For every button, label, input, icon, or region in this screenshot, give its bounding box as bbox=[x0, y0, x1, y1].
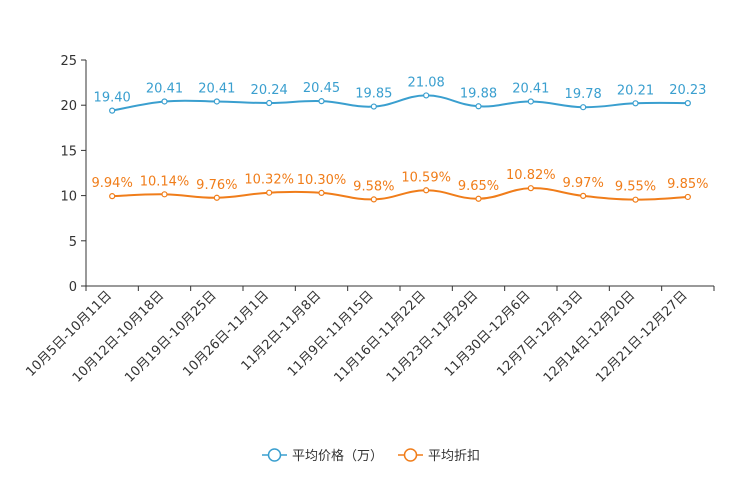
x-tick-label: 10月5日-10月11日 bbox=[23, 288, 115, 380]
data-label: 20.45 bbox=[303, 81, 340, 96]
x-tick-label: 11月16日-11月22日 bbox=[332, 288, 429, 385]
data-point bbox=[527, 185, 534, 192]
legend-label: 平均折扣 bbox=[428, 449, 480, 464]
data-label: 9.97% bbox=[563, 176, 604, 191]
data-point bbox=[527, 98, 534, 105]
data-label: 20.41 bbox=[512, 81, 549, 96]
data-point bbox=[318, 98, 325, 105]
data-label: 20.21 bbox=[617, 83, 654, 98]
data-point bbox=[475, 195, 482, 202]
data-label: 10.32% bbox=[244, 173, 294, 188]
data-label: 10.59% bbox=[401, 170, 451, 185]
legend: 平均价格（万） 平均折扣 bbox=[262, 448, 480, 464]
legend-marker bbox=[267, 448, 282, 462]
y-tick-label: 25 bbox=[60, 54, 77, 69]
data-label: 20.24 bbox=[251, 83, 288, 98]
data-point bbox=[684, 100, 691, 107]
data-label: 9.58% bbox=[353, 179, 394, 194]
y-tick-label: 15 bbox=[60, 144, 77, 159]
y-tick-label: 0 bbox=[69, 280, 77, 295]
x-tick-label: 10月19日-10月25日 bbox=[122, 288, 219, 385]
data-point bbox=[266, 189, 273, 196]
data-label: 9.65% bbox=[458, 179, 499, 194]
data-point bbox=[213, 194, 220, 201]
data-point bbox=[213, 98, 220, 105]
data-point bbox=[580, 104, 587, 111]
data-point bbox=[370, 103, 377, 110]
data-point bbox=[423, 92, 430, 99]
data-label: 20.41 bbox=[198, 81, 235, 96]
data-point bbox=[423, 187, 430, 194]
data-label: 20.41 bbox=[146, 81, 183, 96]
data-point bbox=[109, 107, 116, 114]
data-label: 19.85 bbox=[355, 87, 392, 102]
data-label: 19.78 bbox=[565, 87, 602, 102]
legend-marker bbox=[403, 448, 418, 462]
legend-label: 平均价格（万） bbox=[292, 448, 383, 464]
data-point bbox=[632, 196, 639, 203]
data-label: 19.88 bbox=[460, 86, 497, 101]
series-line bbox=[111, 94, 688, 112]
data-label: 10.82% bbox=[506, 168, 556, 183]
data-label: 19.40 bbox=[94, 91, 131, 106]
x-tick-label: 11月23日-11月29日 bbox=[384, 288, 481, 385]
data-label: 9.94% bbox=[92, 176, 133, 191]
data-point bbox=[318, 189, 325, 196]
data-label: 10.30% bbox=[297, 173, 347, 188]
y-tick-label: 5 bbox=[69, 235, 77, 250]
data-label: 20.23 bbox=[669, 83, 706, 98]
series-line bbox=[112, 187, 688, 201]
data-point bbox=[370, 196, 377, 203]
data-label: 9.76% bbox=[196, 178, 237, 193]
data-point bbox=[580, 192, 587, 199]
data-label: 21.08 bbox=[408, 75, 445, 90]
data-point bbox=[266, 99, 273, 107]
data-point bbox=[161, 98, 168, 105]
data-point bbox=[109, 193, 116, 200]
data-label: 10.14% bbox=[140, 174, 190, 189]
legend-item[interactable]: 平均折扣 bbox=[398, 448, 480, 464]
data-point bbox=[475, 103, 482, 110]
series-layer: 19.40 20.41 20.41 20.24 20.45 19.85 21.08 19.88… bbox=[92, 75, 708, 203]
data-point bbox=[684, 193, 691, 201]
legend-item[interactable]: 平均价格（万） bbox=[262, 448, 383, 464]
x-tick-label: 12月14日-12月20日 bbox=[541, 288, 638, 385]
x-tick-label: 10月12日-10月18日 bbox=[70, 288, 167, 385]
series-0: 19.40 20.41 20.41 20.24 20.45 19.85 21.08 19.88… bbox=[94, 75, 706, 114]
data-label: 9.85% bbox=[667, 177, 708, 192]
x-tick-label: 12月21日-12月27日 bbox=[593, 288, 690, 385]
data-point bbox=[632, 100, 639, 107]
data-point bbox=[161, 191, 168, 198]
y-tick-label: 10 bbox=[60, 190, 77, 205]
y-tick-label: 20 bbox=[60, 99, 77, 114]
series-1: 9.94% 10.14% 9.76% 10.32% 10.30% 9.58% 10.59% 9… bbox=[92, 168, 708, 203]
data-label: 9.55% bbox=[615, 180, 656, 195]
